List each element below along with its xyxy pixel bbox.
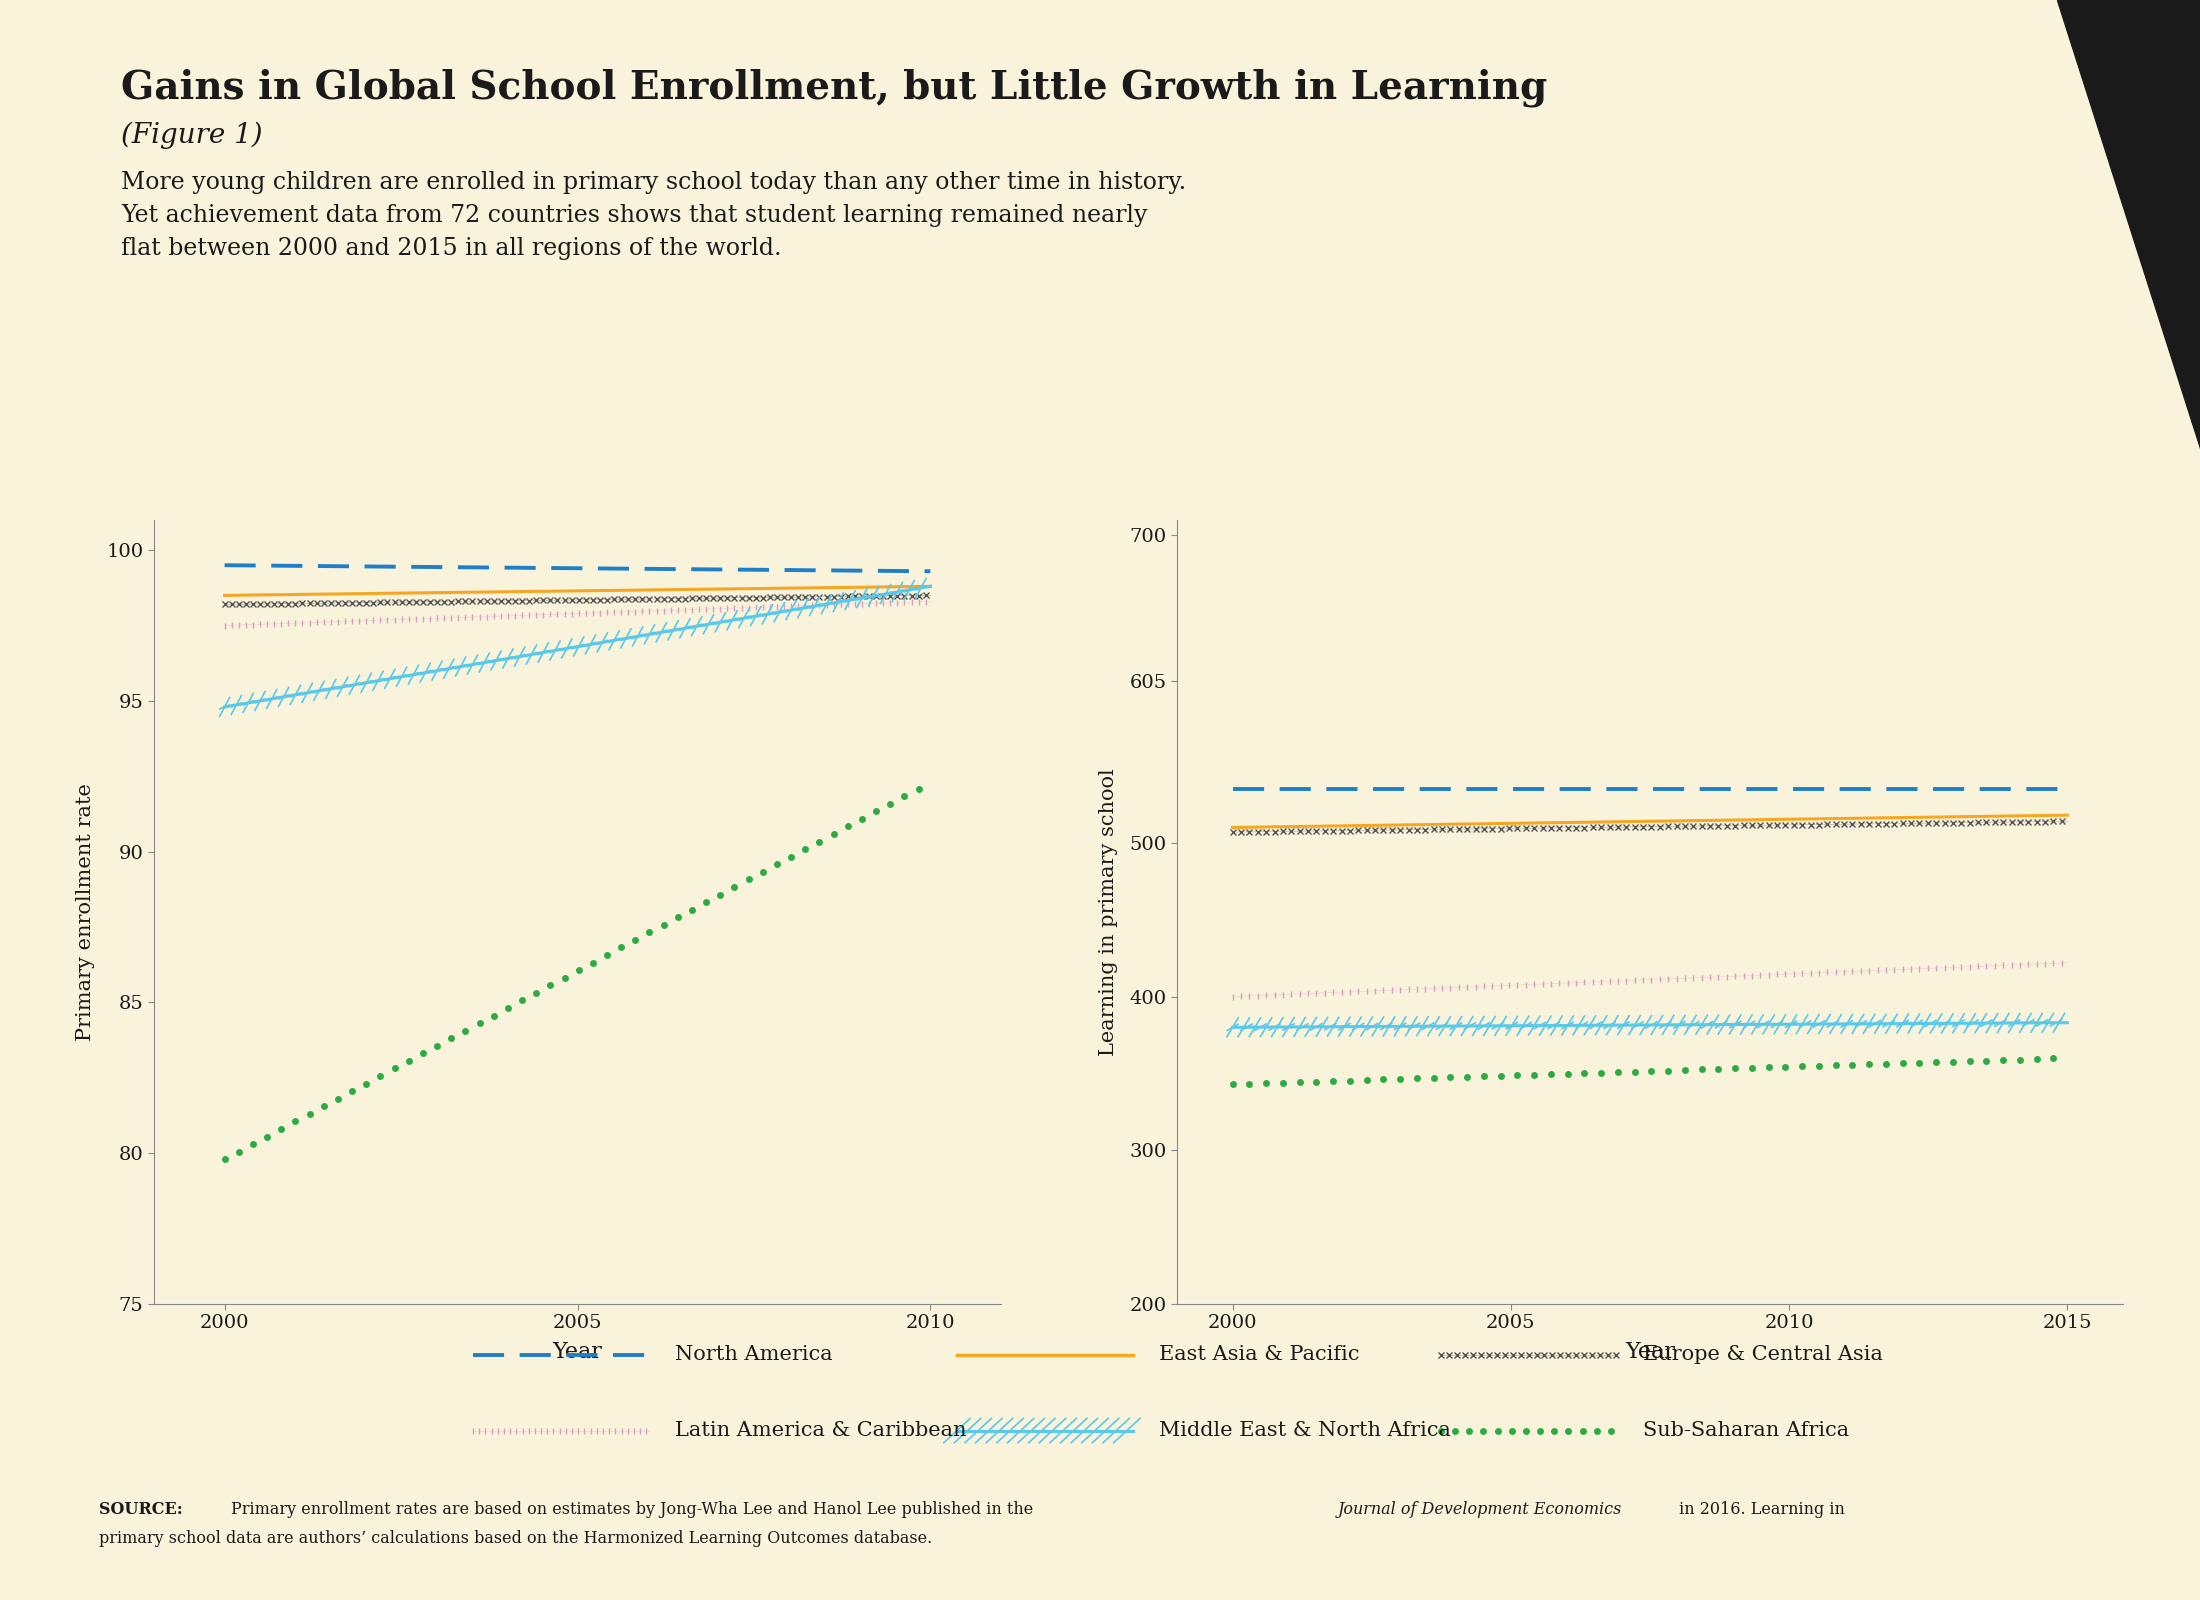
Y-axis label: Learning in primary school: Learning in primary school: [1100, 768, 1118, 1056]
Text: More young children are enrolled in primary school today than any other time in : More young children are enrolled in prim…: [121, 171, 1186, 259]
Text: East Asia & Pacific: East Asia & Pacific: [1159, 1346, 1360, 1365]
Text: North America: North America: [675, 1346, 834, 1365]
Text: Gains in Global School Enrollment, but Little Growth in Learning: Gains in Global School Enrollment, but L…: [121, 69, 1547, 107]
Text: in 2016. Learning in: in 2016. Learning in: [1674, 1501, 1846, 1518]
Text: Europe & Central Asia: Europe & Central Asia: [1643, 1346, 1883, 1365]
Text: Primary enrollment rates are based on estimates by Jong-Wha Lee and Hanol Lee pu: Primary enrollment rates are based on es…: [231, 1501, 1038, 1518]
X-axis label: Year: Year: [1626, 1341, 1674, 1363]
Text: Sub-Saharan Africa: Sub-Saharan Africa: [1643, 1421, 1850, 1440]
Text: SOURCE:: SOURCE:: [99, 1501, 183, 1518]
Text: (Figure 1): (Figure 1): [121, 122, 262, 149]
Text: Latin America & Caribbean: Latin America & Caribbean: [675, 1421, 968, 1440]
Text: Journal of Development Economics: Journal of Development Economics: [1338, 1501, 1621, 1518]
Y-axis label: Primary enrollment rate: Primary enrollment rate: [77, 782, 95, 1042]
X-axis label: Year: Year: [552, 1341, 603, 1363]
Text: Middle East & North Africa: Middle East & North Africa: [1159, 1421, 1452, 1440]
Text: primary school data are authors’ calculations based on the Harmonized Learning O: primary school data are authors’ calcula…: [99, 1530, 933, 1547]
